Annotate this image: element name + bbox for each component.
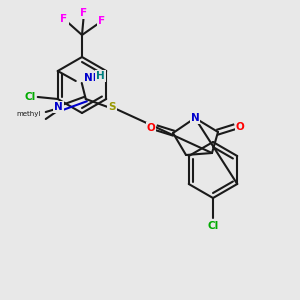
Text: methyl: methyl	[16, 111, 41, 117]
Text: S: S	[108, 102, 116, 112]
Text: N: N	[54, 102, 63, 112]
Text: F: F	[98, 16, 106, 26]
Text: F: F	[80, 8, 88, 18]
Text: Cl: Cl	[24, 92, 35, 102]
Text: N: N	[190, 113, 200, 123]
Text: F: F	[60, 14, 68, 24]
Text: Cl: Cl	[207, 221, 219, 231]
Text: O: O	[236, 122, 244, 132]
Text: H: H	[96, 71, 104, 81]
Text: O: O	[147, 123, 155, 133]
Text: NH: NH	[84, 73, 101, 83]
